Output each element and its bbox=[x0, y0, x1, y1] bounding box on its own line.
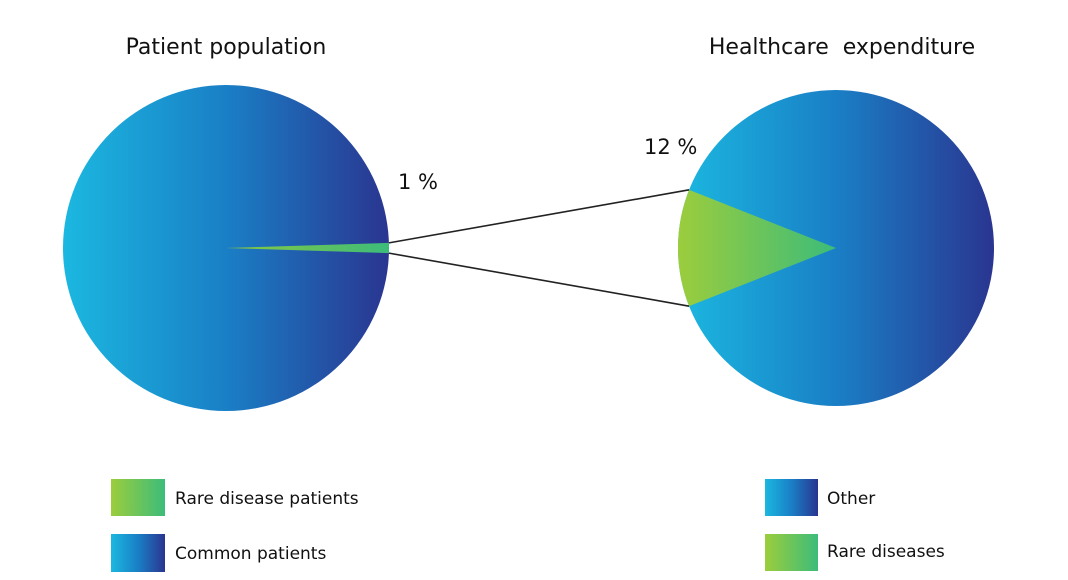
rare-disease-patients-percent-label: 1 % bbox=[398, 170, 438, 194]
patient-population-legend: Rare disease patients Common patients bbox=[111, 479, 359, 572]
healthcare-expenditure-legend: Other Rare diseases bbox=[765, 479, 945, 571]
rare-disease-patients-slice bbox=[226, 242, 389, 254]
patient-population-title: Patient population bbox=[126, 35, 327, 60]
rare-diseases-percent-label: 12 % bbox=[644, 135, 697, 159]
healthcare-expenditure-title: Healthcare expenditure bbox=[709, 35, 975, 60]
legend-swatch-common-patients bbox=[111, 534, 165, 572]
legend-label-rare-diseases: Rare diseases bbox=[827, 542, 945, 562]
legend-swatch-other bbox=[765, 479, 818, 516]
legend-label-common-patients: Common patients bbox=[175, 544, 326, 564]
legend-swatch-rare-diseases bbox=[765, 534, 818, 571]
legend-swatch-rare-disease-patients bbox=[111, 479, 165, 516]
connector-line-bottom bbox=[388, 252, 690, 307]
legend-label-rare-disease-patients: Rare disease patients bbox=[175, 489, 359, 509]
patient-population-pie: Patient population 1 % bbox=[63, 35, 438, 411]
healthcare-expenditure-pie: Healthcare expenditure 12 % bbox=[644, 35, 994, 406]
rare-diseases-slice bbox=[678, 189, 836, 307]
legend-label-other: Other bbox=[827, 489, 875, 509]
connector-line-top bbox=[388, 189, 690, 244]
